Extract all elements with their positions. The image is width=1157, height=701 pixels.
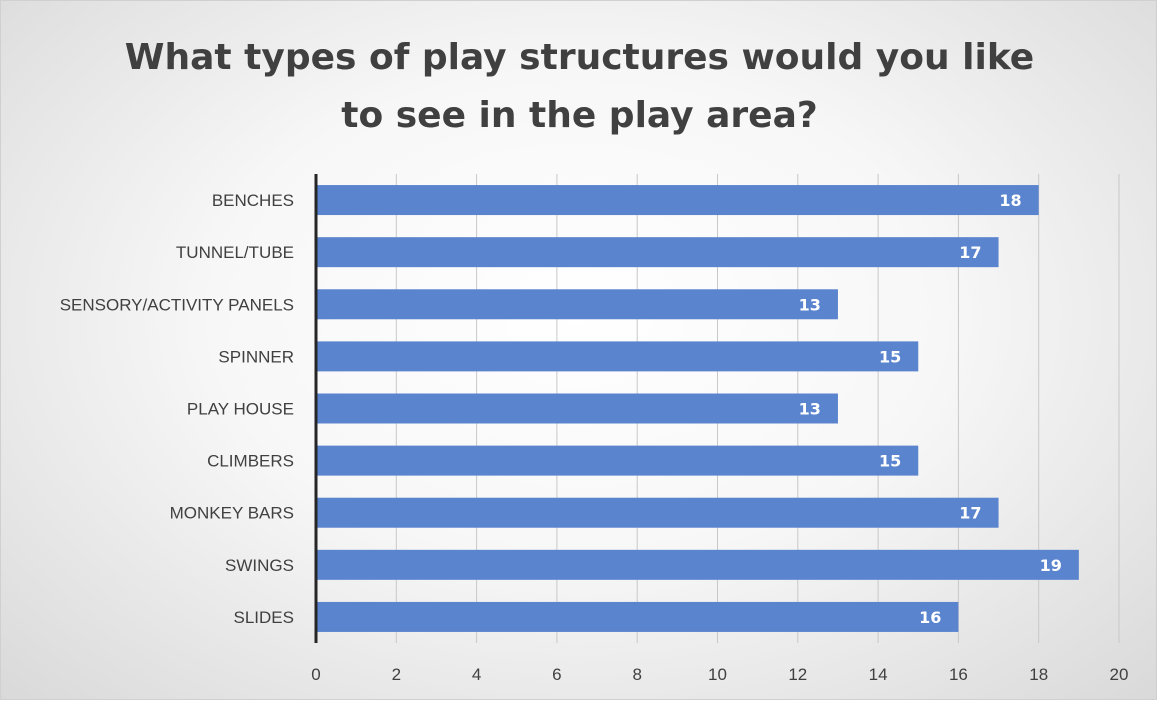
bar (316, 601, 959, 632)
bar (316, 185, 1039, 216)
bar (316, 289, 838, 320)
data-label: 15 (879, 452, 901, 471)
bar (316, 237, 999, 268)
x-tick-label: 18 (1029, 665, 1048, 684)
data-label: 13 (799, 295, 821, 314)
data-label: 13 (799, 400, 821, 419)
category-label: SWINGS (225, 556, 294, 575)
category-label: TUNNEL/TUBE (176, 243, 294, 262)
x-tick-label: 4 (472, 665, 481, 684)
x-tick-label: 14 (869, 665, 888, 684)
data-label: 15 (879, 347, 901, 366)
chart-title-line-1: What types of play structures would you … (124, 37, 1035, 78)
bars (316, 185, 1079, 632)
x-tick-label: 6 (552, 665, 561, 684)
data-labels: 18 17 13 15 13 15 17 19 16 (799, 191, 1062, 627)
category-label: CLIMBERS (207, 452, 294, 471)
x-tick-label: 2 (392, 665, 401, 684)
bar (316, 393, 838, 424)
x-tick-label: 20 (1110, 665, 1129, 684)
bar (316, 549, 1079, 580)
x-tick-label: 16 (949, 665, 968, 684)
chart-title: What types of play structures would you … (1, 29, 1157, 145)
data-label: 18 (999, 191, 1021, 210)
bar (316, 341, 919, 372)
x-tick-label: 10 (708, 665, 727, 684)
category-label: SLIDES (234, 608, 294, 627)
x-tick-label: 12 (788, 665, 807, 684)
category-label: SPINNER (218, 347, 294, 366)
data-label: 16 (919, 608, 941, 627)
bar (316, 445, 919, 476)
category-label: SENSORY/ACTIVITY PANELS (60, 295, 294, 314)
category-labels: BENCHES TUNNEL/TUBE SENSORY/ACTIVITY PANEL… (60, 191, 294, 627)
category-label: BENCHES (212, 191, 294, 210)
x-tick-label: 8 (632, 665, 641, 684)
data-label: 19 (1040, 556, 1062, 575)
category-label: PLAY HOUSE (187, 400, 294, 419)
bar (316, 497, 999, 528)
data-label: 17 (959, 504, 981, 523)
data-label: 17 (959, 243, 981, 262)
x-tick-label: 0 (311, 665, 320, 684)
category-label: MONKEY BARS (170, 504, 294, 523)
chart-title-line-2: to see in the play area? (341, 95, 818, 136)
x-tick-labels: 0 2 4 6 8 10 12 14 16 18 20 (311, 665, 1128, 684)
